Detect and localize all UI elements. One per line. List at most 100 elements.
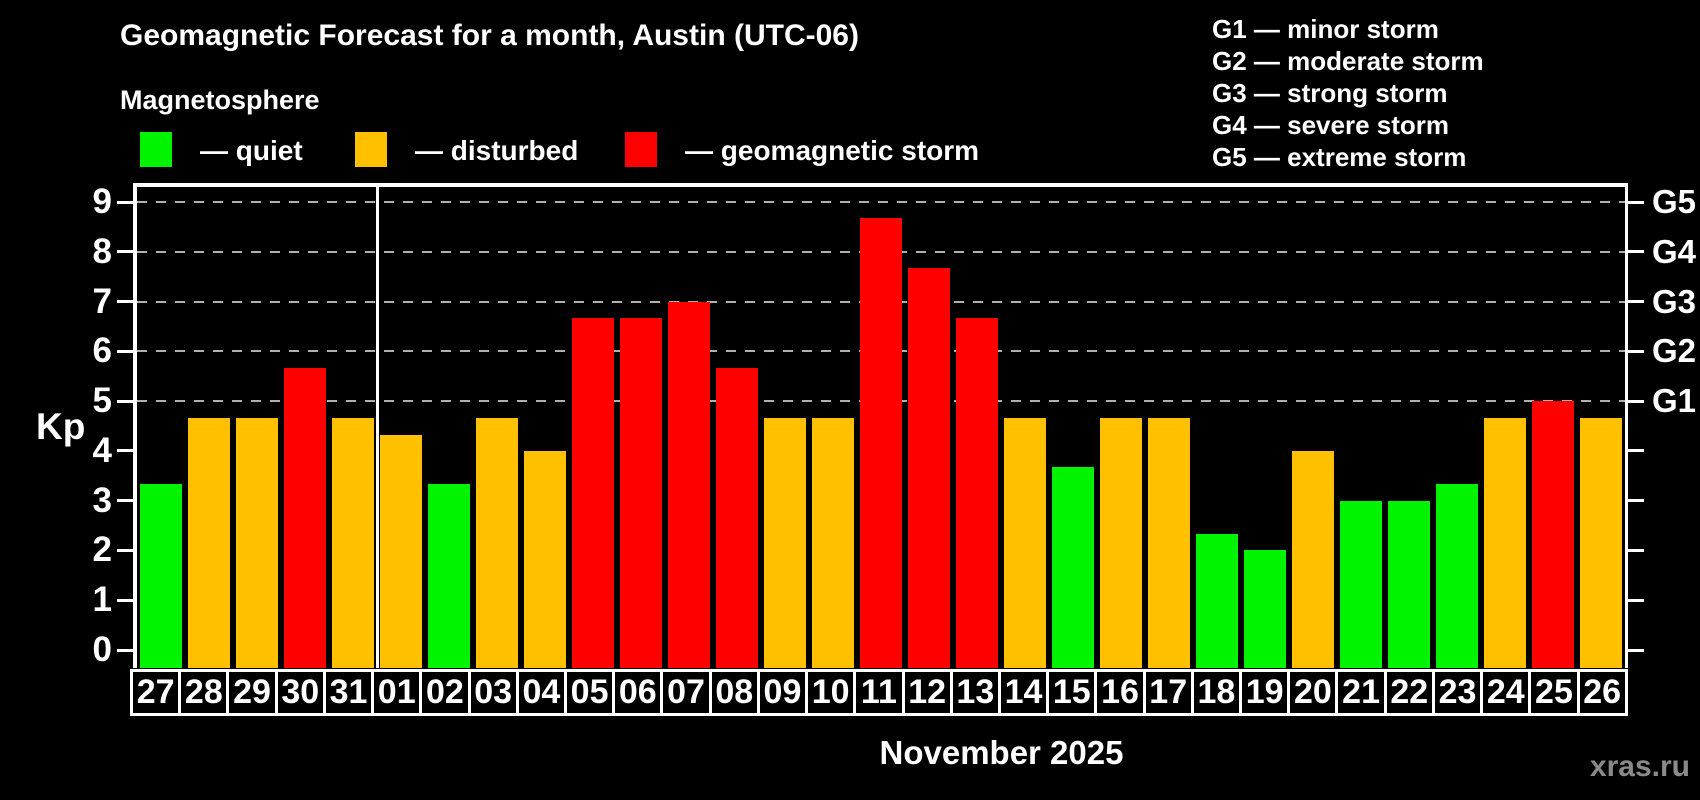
storm-legend-label: — geomagnetic storm: [685, 135, 980, 166]
kp-bar-05: [572, 318, 614, 668]
date-label-08: 08: [711, 672, 760, 713]
storm-swatch-icon: [625, 132, 657, 167]
kp-bar-19: [1244, 550, 1286, 668]
watermark: xras.ru: [1589, 750, 1690, 783]
kp-bar-18: [1196, 534, 1238, 668]
date-label-18: 18: [1193, 672, 1243, 713]
kp-bar-01: [380, 434, 422, 668]
chart-title: Geomagnetic Forecast for a month, Austin…: [120, 19, 859, 52]
date-label-09: 09: [759, 672, 809, 713]
date-label-26: 26: [1579, 672, 1625, 713]
plot-area: [133, 183, 1628, 668]
kp-bar-10: [812, 417, 854, 668]
date-label-22: 22: [1386, 672, 1435, 713]
g-scale-line: G3 — strong storm: [1212, 78, 1448, 108]
y-axis-label-7: 7: [92, 281, 112, 321]
date-label-03: 03: [470, 672, 519, 713]
y-axis-tick-right: [1628, 200, 1644, 204]
y-axis-tick-left: [117, 250, 133, 254]
date-label-02: 02: [422, 672, 471, 713]
y-axis-tick-left: [117, 548, 133, 552]
y-axis-label-5: 5: [92, 381, 112, 421]
y-axis-label-8: 8: [92, 231, 112, 271]
kp-bar-27: [140, 484, 182, 668]
y-axis-label-1: 1: [92, 580, 112, 620]
date-label-21: 21: [1338, 672, 1387, 713]
kp-bar-30: [284, 367, 326, 668]
g-scale-line: G2 — moderate storm: [1212, 46, 1484, 76]
g-axis-label-G2: G2: [1652, 332, 1697, 370]
quiet-swatch-icon: [140, 132, 172, 167]
date-label-04: 04: [518, 672, 567, 713]
y-axis-label-0: 0: [92, 630, 112, 669]
y-axis-tick-left: [117, 598, 133, 602]
date-label-01: 01: [374, 672, 423, 713]
date-label-28: 28: [181, 672, 230, 713]
date-label-06: 06: [615, 672, 664, 713]
y-axis-label-9: 9: [92, 182, 112, 221]
kp-bar-02: [428, 484, 470, 668]
date-label-13: 13: [952, 672, 1001, 713]
date-label-15: 15: [1049, 672, 1098, 713]
x-axis-date-row: 27 28 29 30 31 01 02 03 04 05 06 07 08 09 10 11 12 13 14 15…: [130, 669, 1628, 716]
date-label-10: 10: [808, 672, 857, 713]
y-axis-tick-left: [117, 449, 133, 453]
date-label-23: 23: [1434, 672, 1484, 713]
grid-line-kp-9: [137, 201, 1625, 203]
g-axis-label-G5: G5: [1652, 183, 1697, 220]
kp-bar-24: [1484, 417, 1526, 668]
kp-bar-16: [1100, 417, 1142, 668]
date-label-20: 20: [1290, 672, 1339, 713]
y-axis-tick-right: [1628, 598, 1644, 602]
kp-bar-22: [1388, 500, 1430, 668]
x-axis-title: November 2025: [879, 734, 1124, 771]
y-axis-tick-left: [117, 200, 133, 204]
date-label-16: 16: [1097, 672, 1146, 713]
y-axis-tick-right: [1628, 548, 1644, 552]
disturbed-legend-label: — disturbed: [415, 135, 579, 166]
g-scale-line: G1 — minor storm: [1212, 14, 1439, 44]
date-label-27: 27: [133, 672, 182, 713]
kp-bar-11: [860, 218, 902, 668]
kp-bar-23: [1436, 484, 1478, 668]
y-axis-tick-right: [1628, 349, 1644, 353]
y-axis-label-4: 4: [92, 430, 112, 470]
g-axis-label-G1: G1: [1652, 382, 1697, 420]
kp-bar-21: [1340, 500, 1382, 668]
date-label-19: 19: [1242, 672, 1291, 713]
date-label-24: 24: [1483, 672, 1532, 713]
kp-bar-15: [1052, 467, 1094, 668]
y-axis-tick-right: [1628, 250, 1644, 254]
y-axis-tick-right: [1628, 300, 1644, 303]
kp-bar-04: [524, 450, 566, 668]
kp-bar-13: [956, 318, 998, 668]
kp-bar-03: [476, 417, 518, 668]
g-scale-line: G4 — severe storm: [1212, 110, 1450, 140]
y-axis-tick-left: [117, 349, 133, 353]
kp-bar-29: [236, 417, 278, 668]
y-axis-title: Kp: [36, 406, 86, 447]
date-label-12: 12: [904, 672, 953, 713]
kp-bar-07: [668, 301, 710, 668]
disturbed-swatch-icon: [355, 132, 387, 167]
date-label-14: 14: [1000, 672, 1050, 713]
kp-bar-06: [620, 318, 662, 668]
magnetosphere-label: Magnetosphere: [120, 85, 320, 115]
y-axis-label-6: 6: [92, 331, 112, 371]
g-axis-label-G3: G3: [1652, 282, 1697, 320]
g-scale-legend: G1 — minor storm G2 — moderate storm G3 — …: [1212, 13, 1484, 173]
g-scale-line: G5 — extreme storm: [1212, 142, 1467, 172]
kp-bar-12: [908, 268, 950, 668]
y-axis-tick-left: [117, 300, 133, 303]
y-axis-tick-left: [117, 499, 133, 503]
kp-bar-28: [188, 417, 230, 668]
kp-bar-25: [1532, 401, 1574, 668]
kp-bar-26: [1580, 417, 1622, 668]
kp-bar-09: [764, 417, 806, 668]
month-separator-line: [375, 187, 379, 668]
y-axis-tick-right: [1628, 399, 1644, 403]
y-axis-label-3: 3: [92, 480, 112, 520]
kp-bar-17: [1148, 417, 1190, 668]
quiet-legend-label: — quiet: [200, 135, 303, 166]
